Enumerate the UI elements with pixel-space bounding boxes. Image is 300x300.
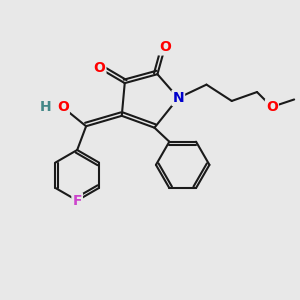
Text: O: O [94,61,105,75]
Text: O: O [159,40,171,55]
Text: N: N [172,91,184,105]
Text: O: O [266,100,278,114]
Text: H: H [40,100,52,114]
Text: F: F [72,194,82,208]
Text: O: O [57,100,69,114]
